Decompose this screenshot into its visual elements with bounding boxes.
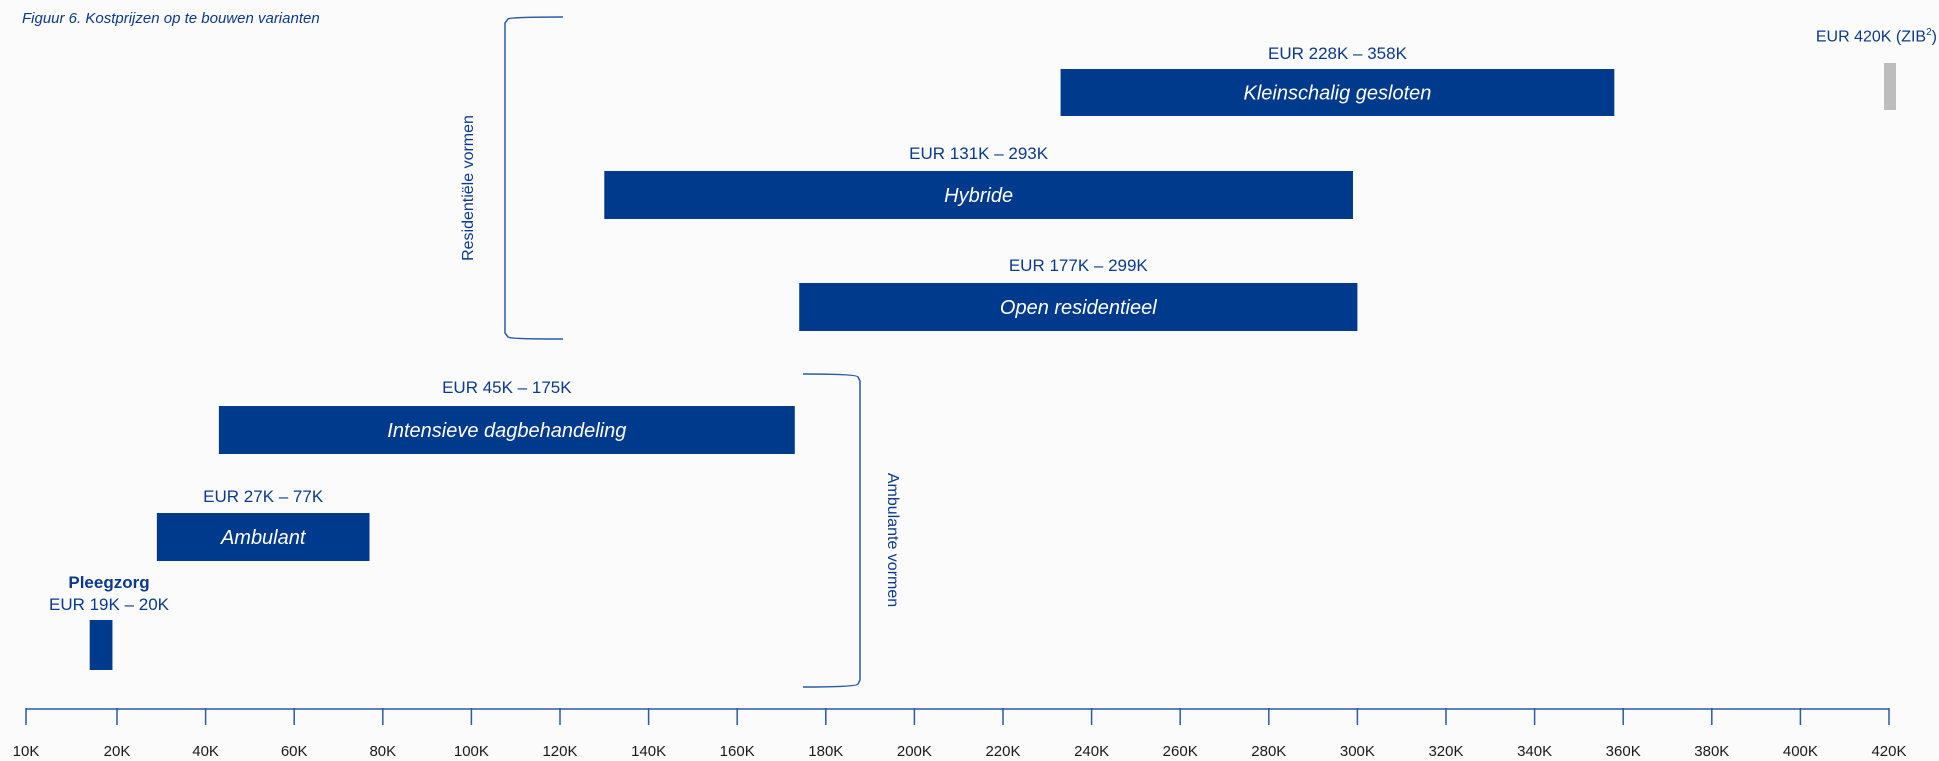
x-tick-label: 10K bbox=[13, 743, 40, 760]
bar-name-label: Pleegzorg bbox=[68, 573, 149, 592]
x-tick-label: 280K bbox=[1251, 743, 1286, 760]
x-tick-label: 380K bbox=[1694, 743, 1729, 760]
bar-range-label: EUR 131K – 293K bbox=[909, 144, 1049, 163]
x-tick-label: 340K bbox=[1517, 743, 1552, 760]
zib-note-superscript: 2 bbox=[1926, 27, 1932, 38]
x-tick-label: 200K bbox=[897, 743, 932, 760]
x-tick-label: 60K bbox=[281, 743, 308, 760]
x-tick-label: 80K bbox=[369, 743, 396, 760]
x-tick-label: 180K bbox=[808, 743, 843, 760]
bar bbox=[604, 171, 1353, 219]
figure-title: Figuur 6. Kostprijzen op te bouwen varia… bbox=[22, 10, 320, 27]
x-tick-label: 260K bbox=[1163, 743, 1198, 760]
bar bbox=[156, 513, 370, 561]
zib-note-suffix: ) bbox=[1931, 28, 1937, 46]
x-tick-label: 360K bbox=[1606, 743, 1641, 760]
bar-range-label: EUR 45K – 175K bbox=[442, 378, 572, 397]
residential-bracket bbox=[504, 16, 564, 340]
zib-marker-bar bbox=[1884, 63, 1896, 110]
x-tick-label: 220K bbox=[985, 743, 1020, 760]
bar-range-label: EUR 19K – 20K bbox=[49, 595, 170, 614]
x-tick-label: 20K bbox=[104, 743, 131, 760]
bar-range-label: EUR 27K – 77K bbox=[203, 487, 324, 506]
x-tick-label: 100K bbox=[454, 743, 489, 760]
bar-name-label: Kleinschalig gesloten bbox=[1244, 83, 1432, 105]
bar-name-label: Intensieve dagbehandeling bbox=[387, 420, 626, 442]
x-tick-label: 40K bbox=[192, 743, 219, 760]
bar bbox=[218, 406, 795, 454]
bar-range-label: EUR 228K – 358K bbox=[1268, 44, 1408, 63]
ambulant-bracket bbox=[802, 373, 861, 688]
group-label-residential: Residentiële vormen bbox=[460, 115, 477, 261]
x-tick-label: 140K bbox=[631, 743, 666, 760]
x-tick-label: 320K bbox=[1428, 743, 1463, 760]
x-tick-label: 240K bbox=[1074, 743, 1109, 760]
x-tick-label: 120K bbox=[542, 743, 577, 760]
bar-name-label: Ambulant bbox=[220, 527, 307, 549]
zib-note-label: EUR 420K (ZIB bbox=[1815, 28, 1927, 46]
x-tick-label: 420K bbox=[1871, 743, 1906, 760]
bar bbox=[89, 620, 113, 670]
bar bbox=[1060, 69, 1615, 116]
bar-name-label: Hybride bbox=[944, 185, 1013, 207]
group-label-ambulant: Ambulante vormen bbox=[884, 473, 901, 607]
x-tick-label: 400K bbox=[1783, 743, 1818, 760]
x-tick-label: 160K bbox=[720, 743, 755, 760]
bar-name-label: Open residentieel bbox=[1000, 297, 1157, 319]
bar-range-label: EUR 177K – 299K bbox=[1009, 256, 1149, 275]
x-tick-label: 300K bbox=[1340, 743, 1375, 760]
bar bbox=[799, 283, 1358, 331]
zib-note: EUR 420K (ZIB2) bbox=[1816, 27, 1937, 46]
